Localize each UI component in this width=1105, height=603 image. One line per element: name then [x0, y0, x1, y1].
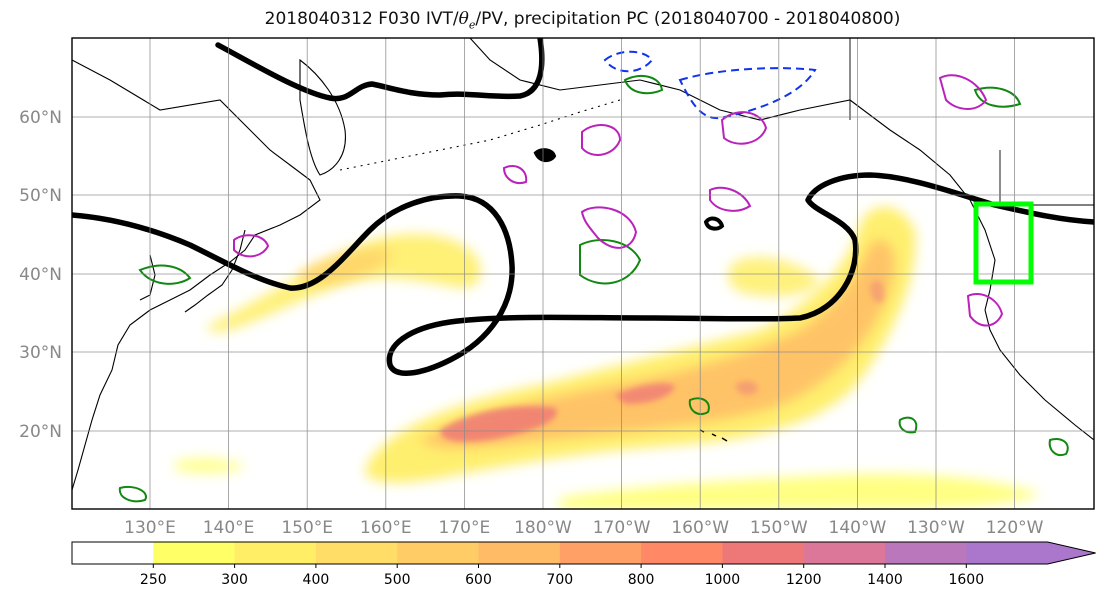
pv-blob-2	[138, 264, 192, 285]
lat-tick-label: 30°N	[19, 343, 62, 363]
lon-tick-label: 130°E	[124, 518, 176, 538]
theta-e-closed-contour-1	[533, 148, 557, 163]
pv-blob-1	[579, 239, 642, 285]
colorbar-segment	[397, 542, 479, 564]
colorbar-segment-below	[72, 542, 154, 564]
coast-alaska	[469, 38, 996, 311]
colorbar-tick-label: 500	[384, 572, 411, 588]
colorbar-tick-label: 250	[140, 572, 167, 588]
ivt-core-red-east	[735, 380, 758, 395]
lon-tick-label: 170°E	[439, 518, 491, 538]
border-canada-us	[849, 38, 1094, 206]
pc-blob-6	[720, 111, 768, 145]
ivt-blob-central-subtropical	[175, 458, 245, 474]
pv-contours-blue	[603, 50, 817, 120]
latitude-labels: 20°N 30°N 40°N 50°N 60°N	[19, 108, 62, 442]
colorbar-segment	[234, 542, 317, 564]
colorbar-tick-label: 600	[465, 572, 492, 588]
coast-asia	[72, 59, 321, 491]
colorbar: 250 300 400 500 600 700 800 1000 1200 1400 1600	[71, 541, 1096, 588]
pv-blob-8	[898, 416, 918, 434]
colorbar-segment	[885, 542, 967, 564]
colorbar-tick-label: 1400	[867, 572, 903, 588]
map-gridlines	[72, 38, 1094, 509]
map-frame	[71, 37, 1095, 510]
pv-blob-6	[623, 74, 664, 95]
pc-blob-5	[709, 186, 752, 212]
lon-tick-label: 160°W	[671, 518, 729, 538]
theta-e-contour-north	[215, 38, 545, 102]
lon-tick-label: 170°W	[593, 518, 651, 538]
lat-tick-label: 40°N	[19, 265, 62, 285]
ivt-core-red-central	[615, 383, 675, 405]
lon-tick-label: 130°W	[907, 518, 965, 538]
lat-tick-label: 60°N	[19, 108, 62, 128]
coast-japan	[184, 229, 246, 313]
colorbar-segment	[641, 542, 723, 564]
colorbar-tick-label: 700	[546, 572, 573, 588]
lon-tick-label: 160°E	[360, 518, 412, 538]
coast-aleutians	[339, 99, 621, 171]
theta-e-contour	[72, 172, 1094, 376]
colorbar-segment	[478, 542, 561, 564]
colorbar-tick-label: 300	[221, 572, 248, 588]
lon-tick-label: 180°W	[514, 518, 572, 538]
ivt-band-subtropical	[560, 473, 1040, 509]
colorbar-tick-label: 1200	[786, 572, 822, 588]
coast-west-america	[984, 309, 1094, 441]
lon-tick-label: 140°E	[203, 518, 255, 538]
pv-blue-1	[603, 50, 654, 73]
ivt-blob-east-pacific	[728, 257, 820, 297]
colorbar-segment	[559, 542, 642, 564]
pv-blob-5	[118, 486, 147, 503]
map-layers	[72, 38, 1094, 509]
lon-tick-label: 140°W	[829, 518, 887, 538]
colorbar-segment	[722, 542, 805, 564]
colorbar-tick-label: 1000	[705, 572, 741, 588]
colorbar-outline	[71, 541, 1096, 565]
colorbar-tick-label: 400	[303, 572, 330, 588]
longitude-labels: 130°E 140°E 150°E 160°E 170°E 180°W 170°W 160°W…	[124, 518, 1044, 538]
colorbar-tick-label: 1600	[948, 572, 984, 588]
lon-tick-label: 150°W	[750, 518, 808, 538]
pc-blob-2	[502, 164, 528, 184]
colorbar-tick-label: 800	[628, 572, 655, 588]
ivt-core-red-north	[870, 280, 885, 304]
figure-title: 2018040312 F030 IVT/θe/PV, precipitation…	[264, 9, 901, 32]
lon-tick-label: 150°E	[281, 518, 333, 538]
lat-tick-label: 50°N	[19, 186, 62, 206]
colorbar-segment	[315, 542, 398, 564]
ivt-core-red-west	[440, 406, 557, 442]
pv-blob-7	[973, 86, 1022, 108]
coast-korea	[139, 254, 156, 301]
pv-blob-4	[1048, 438, 1069, 456]
theta-e-closed-contour-2	[703, 216, 725, 231]
pc-blob-1	[581, 124, 622, 156]
ivt-band-northwest	[207, 234, 481, 332]
precip-pc-contours	[233, 74, 1004, 327]
colorbar-segment	[153, 542, 236, 564]
target-region-box	[973, 201, 1034, 285]
pv-contours-green	[118, 74, 1069, 503]
pc-blob-3	[580, 206, 638, 249]
lon-tick-label: 120°W	[986, 518, 1044, 538]
colorbar-extend-arrow	[966, 542, 1096, 564]
coast-kamchatka	[299, 58, 346, 176]
colorbar-segment	[803, 542, 886, 564]
ivt-shading	[175, 206, 1040, 509]
ivt-core-orange	[420, 239, 895, 448]
lat-tick-label: 20°N	[19, 422, 62, 442]
pc-blob-7	[938, 74, 988, 110]
pc-blob-4	[233, 234, 270, 258]
pv-blob-3	[688, 397, 710, 416]
pc-blob-8	[966, 293, 1004, 327]
